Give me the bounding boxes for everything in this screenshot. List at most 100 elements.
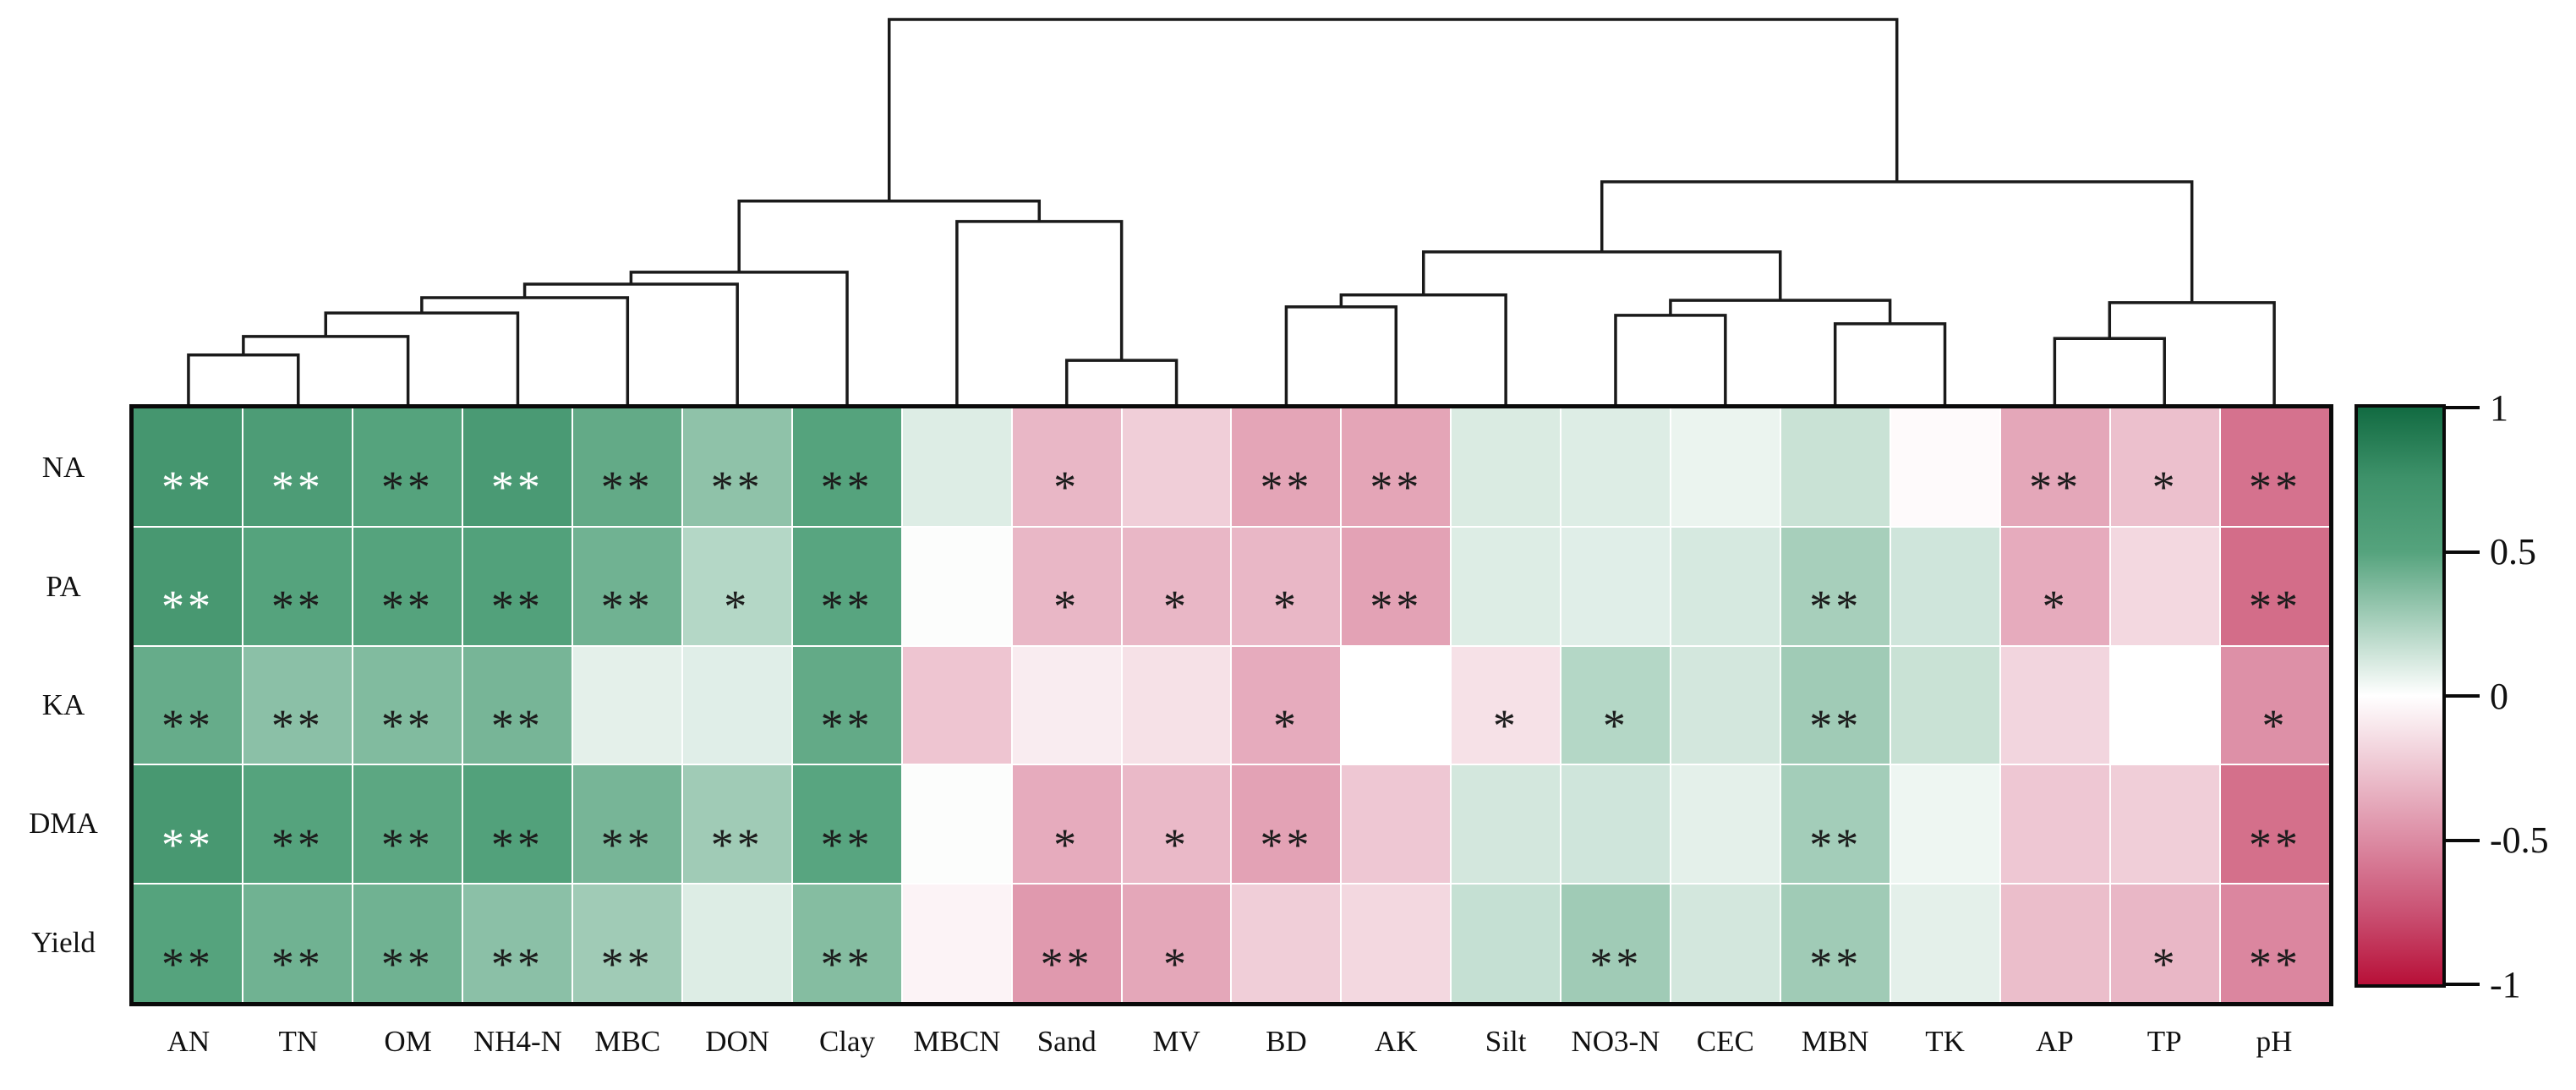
heatmap-cell: ** <box>792 408 901 526</box>
heatmap-cell: ** <box>1781 765 1890 884</box>
colorbar-tick-label: -0.5 <box>2490 819 2549 861</box>
heatmap-cell: ** <box>2221 885 2329 1002</box>
heatmap-cell <box>682 646 791 764</box>
column-label: BD <box>1266 1025 1307 1058</box>
heatmap-cell: ** <box>2221 527 2329 645</box>
heatmap-cell: ** <box>1232 408 1341 526</box>
heatmap-cell: ** <box>353 527 462 645</box>
heatmap-cell <box>1342 885 1451 1002</box>
colorbar-tick-label: 0 <box>2490 675 2508 717</box>
colorbar-tick <box>2446 983 2480 986</box>
heatmap-cell: ** <box>682 765 791 884</box>
heatmap-cell: ** <box>1781 527 1890 645</box>
heatmap-cell: * <box>2221 646 2329 764</box>
heatmap-cell: ** <box>792 765 901 884</box>
heatmap-cell <box>1122 646 1231 764</box>
heatmap-cell: ** <box>1781 646 1890 764</box>
heatmap-cell: * <box>2111 885 2220 1002</box>
heatmap-cell <box>1452 765 1561 884</box>
heatmap-cell: ** <box>2001 408 2110 526</box>
heatmap-cell: * <box>1122 527 1231 645</box>
heatmap-cell <box>1452 408 1561 526</box>
column-label: NO3-N <box>1571 1025 1660 1058</box>
heatmap-cell: ** <box>462 408 572 526</box>
column-label: TP <box>2147 1025 2182 1058</box>
column-label: Silt <box>1485 1025 1527 1058</box>
heatmap-cell: ** <box>572 527 681 645</box>
heatmap-cell <box>1671 646 1780 764</box>
heatmap-cell <box>1781 408 1890 526</box>
heatmap-cell: * <box>1232 527 1341 645</box>
heatmap-cell: ** <box>1342 527 1451 645</box>
heatmap-cell: * <box>1561 646 1671 764</box>
heatmap-cell <box>1671 765 1780 884</box>
heatmap-cell: * <box>682 527 791 645</box>
heatmap-cell <box>1122 408 1231 526</box>
column-label: TK <box>1925 1025 1965 1058</box>
heatmap-cell: ** <box>462 646 572 764</box>
heatmap-cell <box>1891 527 2000 645</box>
heatmap-cell: ** <box>1232 765 1341 884</box>
heatmap-cell <box>1342 765 1451 884</box>
dendrogram-branches <box>187 18 2276 404</box>
heatmap-cell: ** <box>243 646 352 764</box>
heatmap-cell <box>1561 527 1671 645</box>
column-label: MV <box>1152 1025 1200 1058</box>
heatmap-cell <box>902 527 1011 645</box>
heatmap-cell <box>2001 646 2110 764</box>
heatmap-cell: * <box>1452 646 1561 764</box>
heatmap-cell <box>1671 527 1780 645</box>
column-label: MBN <box>1801 1025 1869 1058</box>
heatmap-cell: ** <box>134 765 242 884</box>
column-label: AK <box>1374 1025 1418 1058</box>
column-label: AP <box>2036 1025 2074 1058</box>
heatmap-cell <box>1342 646 1451 764</box>
colorbar-tick-label: 0.5 <box>2490 531 2536 572</box>
heatmap-cell: ** <box>792 885 901 1002</box>
heatmap-cell <box>1232 885 1341 1002</box>
column-label: CEC <box>1696 1025 1754 1058</box>
heatmap-cell: * <box>2001 527 2110 645</box>
heatmap-cell: * <box>1122 765 1231 884</box>
column-label: TN <box>278 1025 319 1058</box>
heatmap-cell: ** <box>1012 885 1121 1002</box>
heatmap-cell: ** <box>2221 408 2329 526</box>
heatmap-cell <box>1891 765 2000 884</box>
heatmap-cell: ** <box>792 646 901 764</box>
colorbar-tick <box>2446 406 2480 409</box>
heatmap-cell <box>1561 765 1671 884</box>
heatmap-cell: ** <box>572 765 681 884</box>
heatmap-cell <box>2001 885 2110 1002</box>
heatmap-cell: ** <box>462 765 572 884</box>
heatmap-cell: ** <box>243 408 352 526</box>
colorbar-tick <box>2446 694 2480 698</box>
heatmap-cell: ** <box>572 885 681 1002</box>
heatmap-cell <box>1671 408 1780 526</box>
row-label: PA <box>46 569 81 603</box>
heatmap-cell: ** <box>792 527 901 645</box>
dendrogram-svg <box>187 18 2276 404</box>
column-label: pH <box>2256 1025 2293 1058</box>
heatmap-cell: ** <box>682 408 791 526</box>
heatmap-cell <box>2001 765 2110 884</box>
colorbar-tick <box>2446 550 2480 554</box>
heatmap-cell <box>1891 885 2000 1002</box>
colorbar-tick-label: -1 <box>2490 963 2521 1005</box>
heatmap-cell <box>2111 527 2220 645</box>
row-label: KA <box>41 687 85 721</box>
heatmap-cell: * <box>2111 408 2220 526</box>
heatmap-grid: ** ** ** ** ** ** ** * ** ** ** * ** ** ** ** ** ** * ** * * *… <box>134 408 2329 1002</box>
heatmap-cell: * <box>1122 885 1231 1002</box>
heatmap-cell: ** <box>243 885 352 1002</box>
heatmap-cell: ** <box>134 885 242 1002</box>
heatmap-cell <box>1891 646 2000 764</box>
heatmap-cell: ** <box>462 885 572 1002</box>
heatmap-cell: * <box>1232 646 1341 764</box>
heatmap-cell: ** <box>134 408 242 526</box>
heatmap-cell: ** <box>353 408 462 526</box>
heatmap: ** ** ** ** ** ** ** * ** ** ** * ** ** ** ** ** ** * ** * * *… <box>129 404 2333 1006</box>
heatmap-cell <box>1671 885 1780 1002</box>
heatmap-cell: ** <box>1342 408 1451 526</box>
column-label: DON <box>705 1025 770 1058</box>
